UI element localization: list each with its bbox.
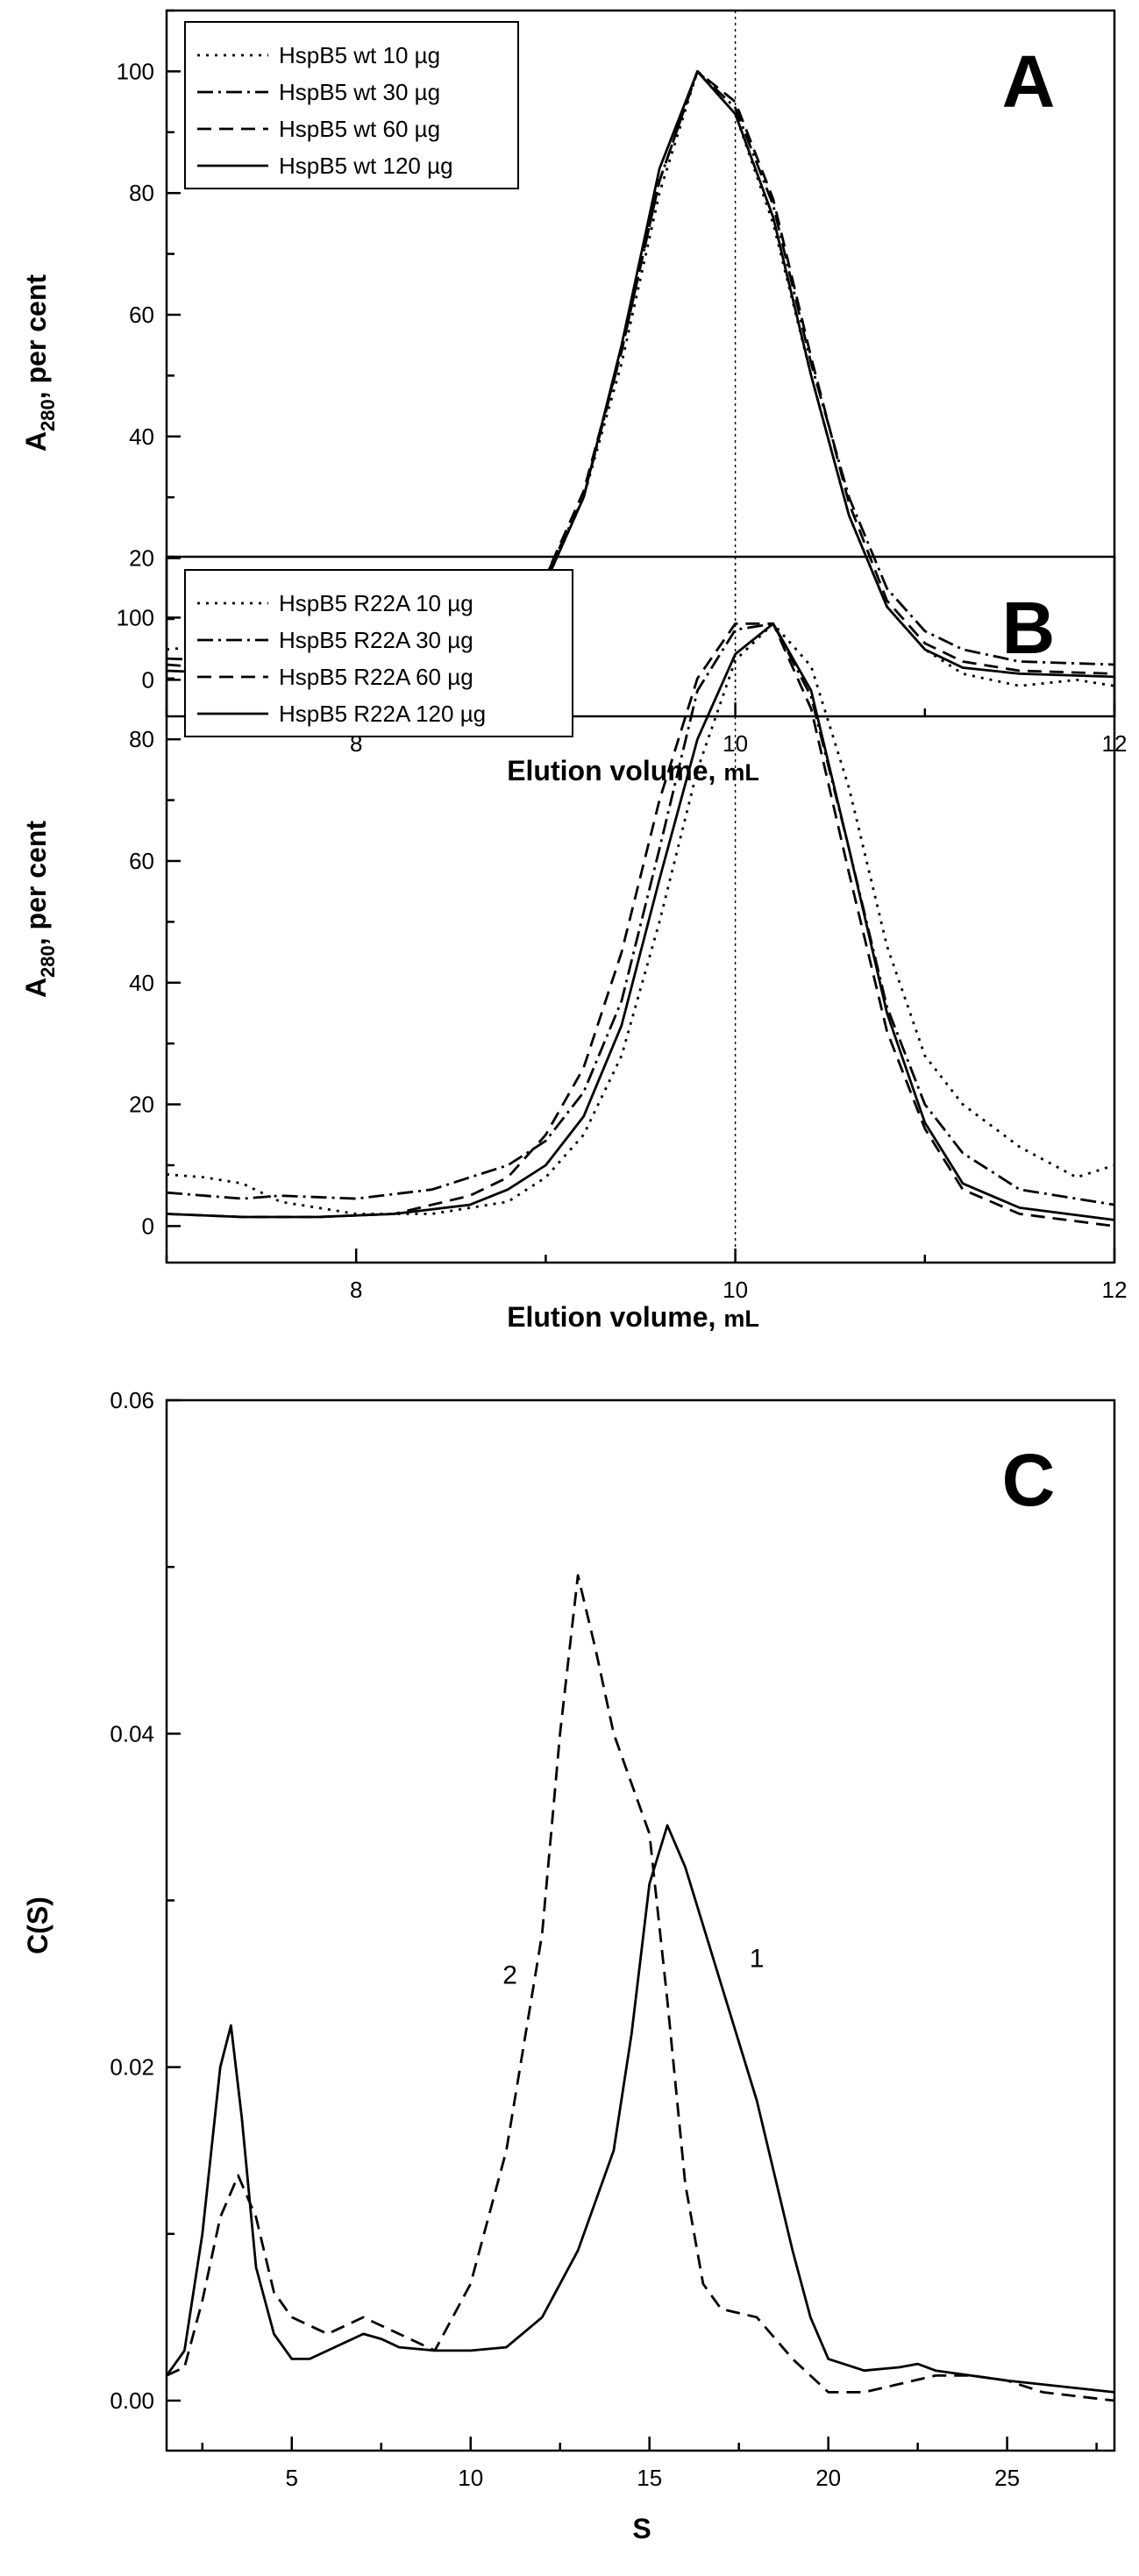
legend-b-entry-1: HspB5 R22A 10 µg	[279, 590, 473, 616]
panel-b-y-tick-label: 20	[129, 1092, 154, 1118]
panel-c-y-tick-label: 0.02	[110, 2054, 154, 2081]
panel-c-x-axis-title: S	[632, 2513, 651, 2544]
panel-a-y-tick-label: 40	[129, 423, 154, 450]
panel-b-x-tick-label: 8	[350, 1277, 362, 1303]
panel-b-series-dashdot	[166, 622, 1115, 1206]
panel-b-ticks: 8 10 12 0 20 40 60 80 100	[117, 555, 1128, 1303]
legend-a-entry-4: HspB5 wt 120 µg	[279, 153, 453, 179]
panel-c-label: C	[1002, 1439, 1056, 1521]
panel-b-label: B	[1002, 587, 1056, 669]
panel-c-x-tick-label: 25	[994, 2465, 1020, 2491]
panel-b-series	[166, 622, 1115, 1228]
panel-b-frame	[165, 555, 1116, 1264]
panel-a-y-axis-title: A280, per cent	[20, 274, 59, 452]
panel-b-spacer	[167, 559, 1114, 560]
panel-c-curve-label-1: 1	[750, 1945, 765, 1974]
panel-c-series-dash	[166, 1574, 1115, 2402]
panel-c-x-tick-label: 5	[286, 2465, 298, 2491]
panel-a-x-axis-title: Elution volume, mL	[507, 755, 759, 786]
panel-c-frame	[165, 1398, 1116, 2452]
panel-b-legend: HspB5 R22A 10 µg HspB5 R22A 30 µg HspB5 …	[184, 569, 573, 737]
legend-a-entry-2: HspB5 wt 30 µg	[279, 79, 440, 105]
legend-a-entry-3: HspB5 wt 60 µg	[279, 116, 440, 142]
panel-c-y-tick-label: 0.00	[110, 2387, 154, 2414]
panel-b-legend-box	[184, 569, 573, 737]
legend-b-entry-3: HspB5 R22A 60 µg	[279, 664, 473, 690]
panel-c-y-tick-label: 0.06	[110, 1387, 154, 1413]
panel-b-series-solid	[166, 622, 1115, 1221]
panel-b-x-axis-title: Elution volume, mL	[507, 1301, 759, 1333]
panel-c-x-tick-label: 10	[458, 2465, 483, 2491]
panel-a-y-tick-label: 20	[129, 545, 154, 572]
panel-c-y-tick-label: 0.04	[110, 1720, 154, 1747]
panel-a-y-tick-label: 100	[117, 58, 154, 84]
panel-c-series	[165, 1574, 1115, 2402]
panel-b-y-tick-label: 100	[117, 604, 154, 630]
panel-b-series-dot	[166, 622, 1115, 1215]
panel-c-curve-labels: 12	[502, 1945, 764, 1990]
panel-a-legend: HspB5 wt 10 µg HspB5 wt 30 µg HspB5 wt 6…	[184, 21, 519, 189]
legend-a-entry-1: HspB5 wt 10 µg	[279, 42, 440, 68]
panel-b-y-tick-label: 40	[129, 970, 154, 996]
legend-b-entry-4: HspB5 R22A 120 µg	[279, 701, 486, 727]
panel-c-x-tick-label: 15	[637, 2465, 662, 2491]
panel-b-y-axis-title: A280, per cent	[20, 821, 59, 998]
panel-b-x-tick-label: 10	[723, 1277, 748, 1303]
panel-a-frame	[165, 9, 1116, 718]
panel-c-ticks: 5 10 15 20 25 0.00 0.02 0.04 0.06	[110, 1387, 1098, 2491]
panel-a-label: A	[1002, 40, 1056, 123]
panel-a-y-tick-label: 80	[129, 180, 154, 206]
panel-b: 8 10 12 0 20 40 60 80 100 B HspB5 R22A 10 µg Hsp…	[20, 555, 1128, 1333]
panel-c: 5 10 15 20 250.000.020.040.06 12 C S C(S)	[22, 1387, 1116, 2544]
panel-c-curve-label-2: 2	[502, 1961, 517, 1990]
panel-b-y-tick-label: 60	[129, 848, 154, 874]
panel-b-series-dash	[166, 622, 1115, 1228]
panel-a-legend-box	[184, 21, 519, 189]
panel-b-x-tick-label: 12	[1102, 1277, 1128, 1303]
panel-c-series-solid	[165, 1824, 1115, 2394]
panel-c-y-axis-title: C(S)	[22, 1896, 53, 1954]
legend-b-entry-2: HspB5 R22A 30 µg	[279, 627, 473, 653]
panel-b-y-tick-label: 80	[129, 726, 154, 752]
panel-a-y-tick-label: 60	[129, 302, 154, 328]
panel-c-x-tick-label: 20	[815, 2465, 841, 2491]
panel-b-y-tick-label: 0	[142, 1213, 154, 1239]
panel-a-y-tick-label: 0	[142, 666, 154, 693]
